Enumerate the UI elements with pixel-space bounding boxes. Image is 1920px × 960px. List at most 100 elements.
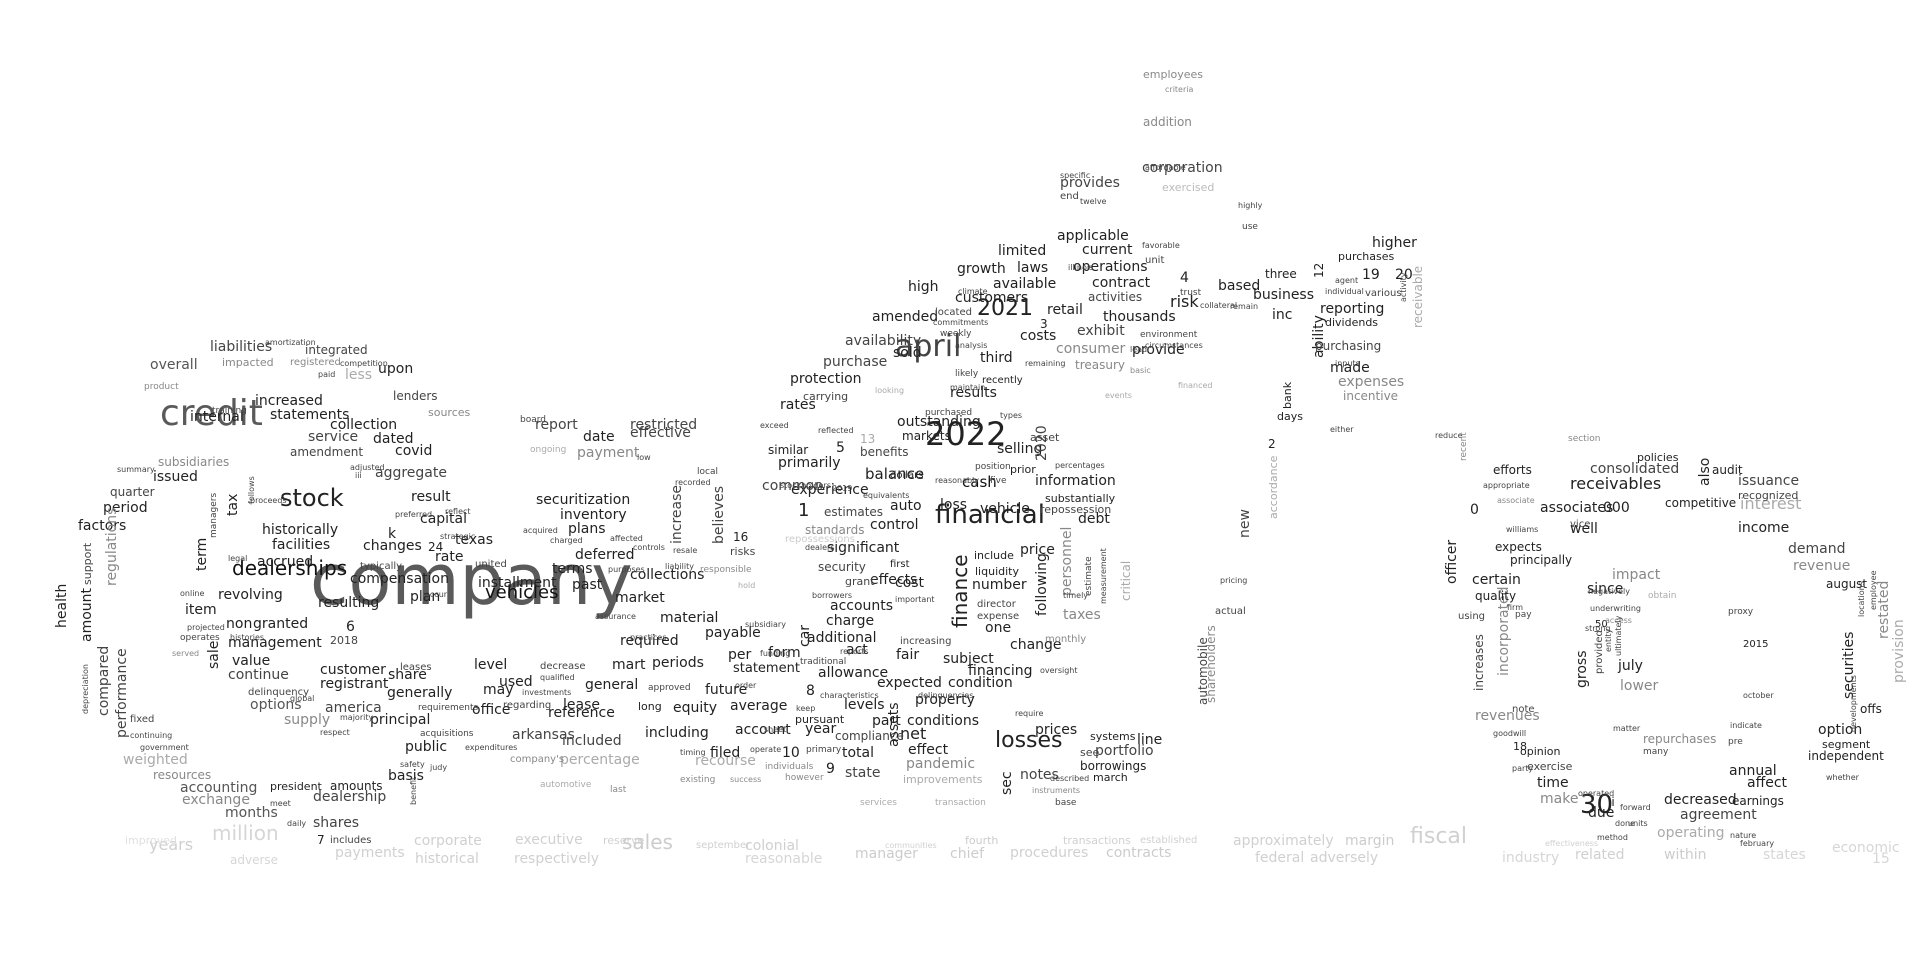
word-pursuant: pursuant	[795, 713, 845, 726]
word-dated: dated	[373, 431, 414, 447]
word-000: 000	[1603, 500, 1630, 516]
word-monthly: monthly	[1045, 634, 1087, 645]
word-strong: strong	[1585, 624, 1611, 633]
word-affect: affect	[1747, 775, 1788, 791]
word-april: april	[895, 329, 962, 364]
word-transaction: transaction	[935, 798, 986, 808]
word-limited: limited	[998, 243, 1047, 259]
word-specific: specific	[1060, 171, 1091, 180]
word-personnel: personnel	[1059, 526, 1075, 596]
word-non: non	[226, 616, 253, 632]
word-practices: practices	[630, 633, 667, 642]
word-capital: capital	[420, 511, 468, 527]
word-approximately: approximately	[1233, 833, 1334, 849]
word-recourse: recourse	[695, 753, 756, 769]
word-appropriate: appropriate	[1483, 481, 1530, 490]
word-officer: officer	[1444, 539, 1460, 584]
word-account: account	[735, 722, 791, 738]
word-lenders: lenders	[393, 389, 438, 403]
word-2: 2	[1268, 437, 1276, 451]
word-level: level	[474, 657, 508, 673]
word-offs: offs	[1860, 702, 1882, 716]
word-efforts: efforts	[1493, 463, 1532, 477]
word-served: served	[172, 649, 200, 658]
word-repossession: repossession	[1040, 503, 1112, 516]
word-annual: annual	[1729, 763, 1777, 779]
word-approved: approved	[648, 683, 691, 693]
word-available: available	[993, 276, 1057, 292]
word-executive: executive	[515, 832, 583, 848]
word-value: value	[232, 653, 271, 669]
word-4: 4	[1180, 270, 1189, 286]
word-per: per	[728, 647, 752, 663]
word-however: however	[785, 773, 824, 783]
word-5: 5	[836, 440, 845, 456]
word-histories: histories	[230, 633, 265, 642]
word-requirements: requirements	[418, 703, 479, 713]
word-7: 7	[317, 833, 325, 847]
word-inventory: inventory	[560, 507, 627, 523]
word-august: august	[1826, 577, 1868, 591]
word-effects: effects	[870, 572, 918, 588]
word-amended: amended	[872, 309, 939, 325]
word-0: 0	[1470, 502, 1479, 518]
word-independent: independent	[1808, 749, 1884, 763]
word-office: office	[472, 702, 511, 718]
word-daily: daily	[287, 819, 307, 828]
word-whether: whether	[1826, 773, 1859, 782]
word-additional: additional	[807, 630, 877, 646]
word-president: president	[270, 780, 322, 793]
word-operating: operating	[1657, 825, 1725, 841]
word-20: 20	[1395, 267, 1413, 283]
word-made: made	[1330, 360, 1370, 376]
word-order: order	[735, 681, 757, 690]
word-issuance: issuance	[1738, 473, 1800, 489]
word-responsible: responsible	[700, 565, 752, 575]
word-described: described	[1050, 774, 1090, 783]
word-k: k	[388, 526, 397, 542]
word-fourth: fourth	[965, 834, 999, 847]
word-condition: condition	[948, 675, 1013, 691]
word-related: related	[1575, 847, 1625, 863]
word-outstanding: outstanding	[897, 414, 981, 430]
word-five: five	[990, 476, 1007, 486]
word-keep: keep	[796, 704, 816, 713]
word-industry: industry	[1502, 850, 1560, 866]
word-critical: critical	[1119, 560, 1133, 601]
word-current: current	[1082, 242, 1133, 258]
word-period: period	[103, 500, 148, 516]
word-cash: cash	[962, 473, 997, 491]
word-impact: impact	[1612, 567, 1661, 583]
word-done: done	[1615, 819, 1635, 828]
word-form: form	[768, 645, 801, 661]
word-may: may	[483, 682, 514, 698]
word-expense: expense	[977, 611, 1020, 622]
word-preferred: preferred	[395, 510, 433, 519]
word-results: results	[950, 385, 997, 401]
word-integrated: integrated	[305, 343, 368, 357]
word-balance: balance	[865, 465, 925, 483]
word-receivable: receivable	[1411, 265, 1425, 328]
word-recorded: recorded	[675, 478, 711, 487]
word-global: global	[290, 694, 315, 703]
word-collateral: collateral	[1200, 301, 1238, 310]
word-safety: safety	[400, 760, 425, 769]
word-resulting: resulting	[318, 595, 380, 611]
word-change: change	[1010, 637, 1062, 653]
word-primary: primary	[806, 745, 842, 755]
word-applicable: applicable	[1057, 228, 1129, 244]
word-transactions: transactions	[1063, 834, 1131, 847]
word-2021: 2021	[977, 296, 1033, 321]
word-weekly: weekly	[940, 329, 972, 339]
word-manager: manager	[855, 846, 918, 862]
word-continue: continue	[228, 667, 289, 683]
word-3: 3	[1040, 317, 1048, 331]
word-liquidity: liquidity	[975, 565, 1019, 578]
word-systems: systems	[1090, 730, 1136, 743]
word-filed: filed	[710, 745, 741, 761]
word-past: past	[572, 577, 603, 593]
word-high: high	[908, 279, 939, 295]
word-reflected: reflected	[818, 426, 854, 435]
word-conditions: conditions	[907, 713, 980, 729]
word-restated: restated	[1876, 580, 1892, 639]
